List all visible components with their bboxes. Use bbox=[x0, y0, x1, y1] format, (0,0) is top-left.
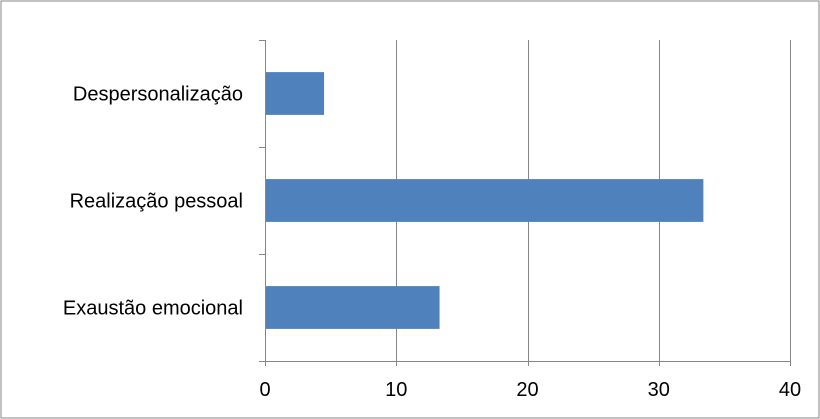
bar-realiza-o-pessoal bbox=[266, 179, 704, 222]
bar-exaust-o-emocional bbox=[266, 286, 440, 329]
bar-despersonaliza-o bbox=[266, 72, 325, 115]
category-label: Despersonalização bbox=[73, 84, 243, 106]
category-label: Exaustão emocional bbox=[63, 298, 243, 320]
category-label: Realização pessoal bbox=[70, 191, 243, 213]
x-tick-label: 30 bbox=[648, 379, 670, 401]
x-tick-label: 0 bbox=[259, 379, 270, 401]
x-tick-label: 40 bbox=[779, 379, 801, 401]
x-tick-label: 10 bbox=[385, 379, 407, 401]
x-tick-label: 20 bbox=[516, 379, 538, 401]
